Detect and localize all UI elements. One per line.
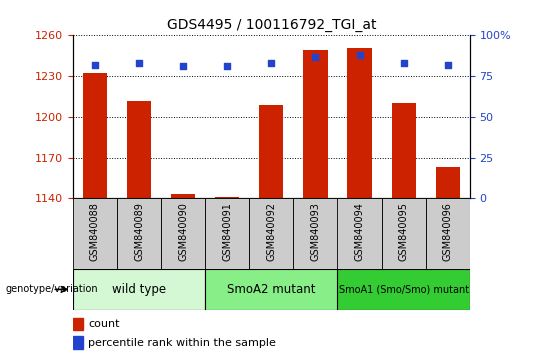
Point [91, 62, 99, 68]
Point [179, 63, 187, 69]
Text: GSM840088: GSM840088 [90, 202, 100, 261]
Point [223, 63, 232, 69]
Bar [436, 167, 460, 198]
Text: count: count [88, 319, 120, 329]
Text: GSM840091: GSM840091 [222, 202, 232, 261]
Bar [73, 318, 83, 331]
Bar [382, 198, 426, 269]
Text: percentile rank within the sample: percentile rank within the sample [88, 338, 276, 348]
Bar [205, 269, 338, 310]
Bar [161, 198, 205, 269]
Bar [117, 198, 161, 269]
Point [267, 60, 275, 66]
Bar [338, 198, 382, 269]
Point [399, 60, 408, 66]
Text: GSM840096: GSM840096 [443, 202, 453, 261]
Bar [347, 47, 372, 198]
Point [311, 54, 320, 59]
Text: genotype/variation: genotype/variation [5, 284, 98, 295]
Text: GSM840089: GSM840089 [134, 202, 144, 261]
Bar [259, 105, 284, 198]
Bar [73, 198, 117, 269]
Bar [127, 101, 151, 198]
Point [135, 60, 144, 66]
Bar [249, 198, 293, 269]
Bar [205, 198, 249, 269]
Bar [392, 103, 416, 198]
Bar [426, 198, 470, 269]
Title: GDS4495 / 100116792_TGI_at: GDS4495 / 100116792_TGI_at [167, 18, 376, 32]
Text: SmoA1 (Smo/Smo) mutant: SmoA1 (Smo/Smo) mutant [339, 284, 469, 295]
Bar [303, 50, 328, 198]
Bar [73, 336, 83, 349]
Bar [338, 269, 470, 310]
Text: GSM840095: GSM840095 [399, 202, 409, 261]
Text: SmoA2 mutant: SmoA2 mutant [227, 283, 315, 296]
Text: GSM840092: GSM840092 [266, 202, 276, 261]
Text: GSM840090: GSM840090 [178, 202, 188, 261]
Bar [171, 194, 195, 198]
Bar [83, 73, 107, 198]
Text: GSM840093: GSM840093 [310, 202, 320, 261]
Bar [73, 269, 205, 310]
Bar [215, 197, 239, 198]
Point [355, 52, 364, 58]
Bar [293, 198, 338, 269]
Point [443, 62, 452, 68]
Text: GSM840094: GSM840094 [355, 202, 365, 261]
Text: wild type: wild type [112, 283, 166, 296]
